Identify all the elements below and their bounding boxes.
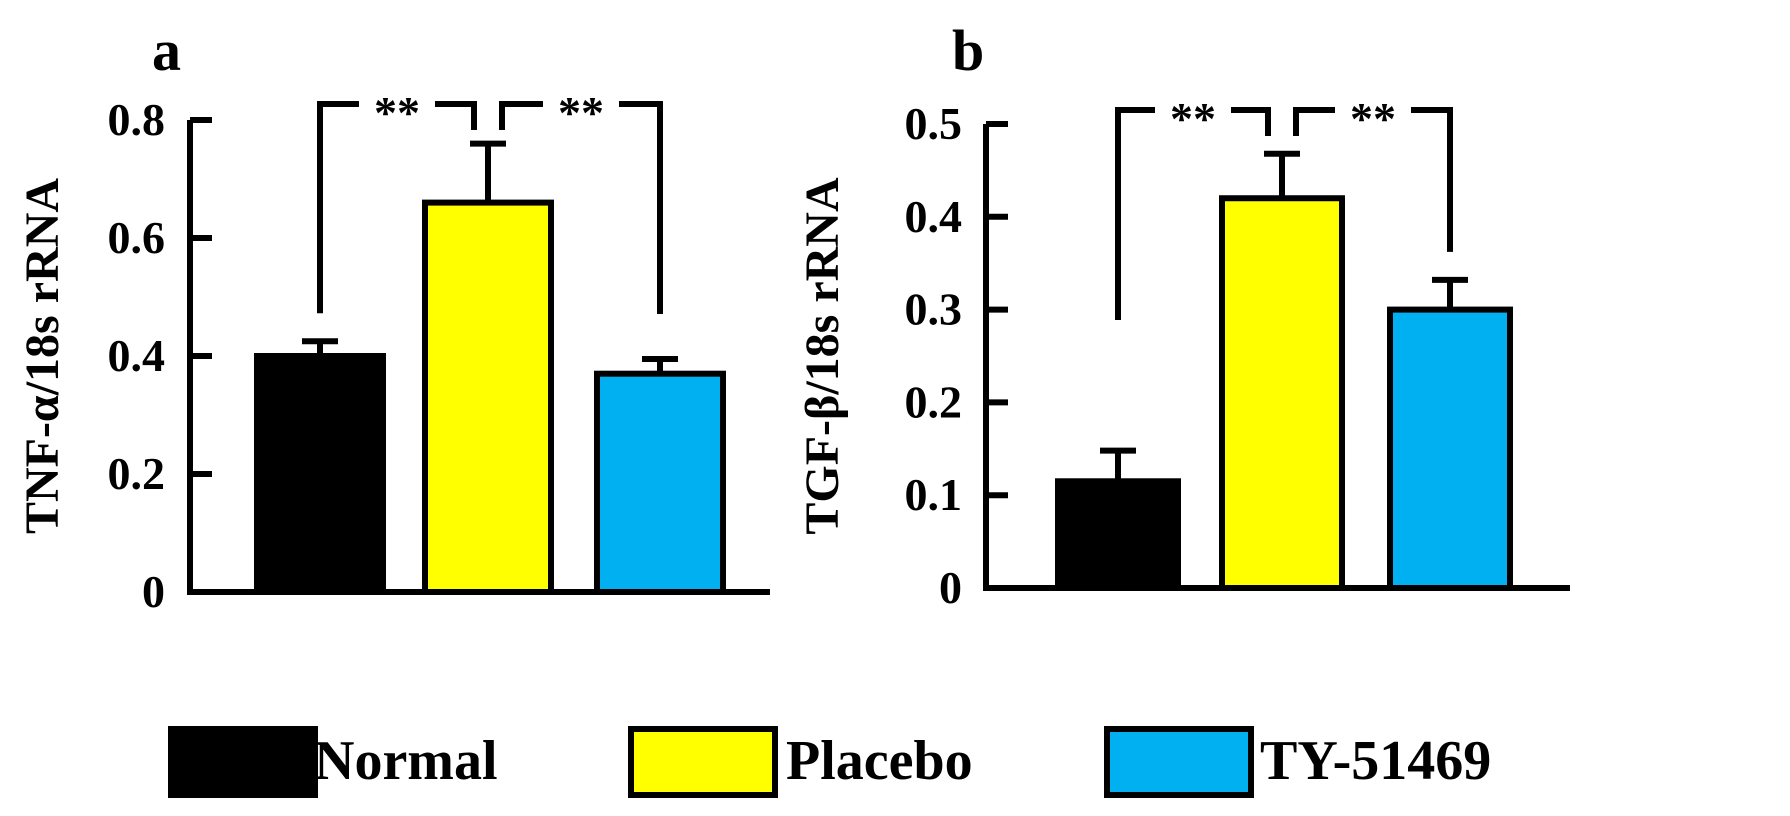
- panel-a-bar-normal: [254, 353, 386, 595]
- panel-b-sig-bracket-right-1: [1411, 107, 1453, 252]
- panel-a-sig-bracket-left-0: [317, 101, 359, 314]
- panel-letter-a: a: [152, 18, 181, 83]
- panel-b-y-tick-label: 0.5: [905, 98, 963, 149]
- panel-b-sig-bracket-left-1: [1293, 107, 1335, 136]
- legend-swatch-ty51469: [1104, 726, 1254, 798]
- panel-a-sig-bracket-left-1: [499, 101, 543, 130]
- panel-a-sig-label: **: [558, 87, 604, 138]
- panel-a-sig-label: **: [374, 87, 420, 138]
- panel-b-bar-placebo: [1219, 195, 1345, 592]
- panel-a-y-tick-label: 0.8: [108, 94, 166, 145]
- panel-a-y-axis-label: TNF-α/18s rRNA: [16, 178, 69, 534]
- legend: Normal Placebo TY-51469: [0, 720, 1790, 816]
- panel-a-sig-bracket-right-0: [435, 101, 477, 130]
- panel-a-y-tick-label: 0.2: [108, 448, 166, 499]
- panel-b-y-tick-label: 0.3: [905, 284, 963, 335]
- panel-b-sig-bracket-right-0: [1231, 107, 1271, 136]
- legend-label-placebo: Placebo: [786, 730, 973, 792]
- chart-b: 0 0.1 0.2 0.3 0.4 0.5 TGF-β/18s rRNA ** **: [796, 93, 1570, 613]
- panel-b-y-tick-label: 0: [939, 562, 962, 613]
- panel-b-bar-ty51469: [1387, 306, 1513, 591]
- panel-a-bar-ty51469: [594, 370, 726, 596]
- panel-a-bar-placebo: [422, 199, 554, 595]
- panel-a-y-tick-label: 0.4: [108, 330, 166, 381]
- panel-a-y-tick-label: 0: [142, 566, 165, 617]
- legend-label-normal: Normal: [314, 730, 498, 792]
- panel-b-sig-bracket-left-0: [1115, 107, 1155, 320]
- panel-b-sig-label: **: [1170, 93, 1216, 144]
- panel-b-y-tick-label: 0.2: [905, 376, 963, 427]
- panel-b-y-tick-label: 0.4: [905, 191, 963, 242]
- panel-b-y-axis-label: TGF-β/18s rRNA: [796, 177, 849, 535]
- panel-b-sig-label: **: [1350, 93, 1396, 144]
- panel-a-sig-bracket-right-1: [619, 101, 663, 314]
- panel-b-y-tick-label: 0.1: [905, 469, 963, 520]
- legend-swatch-normal: [168, 726, 318, 798]
- panel-a-y-tick-label: 0.6: [108, 212, 166, 263]
- chart-a: 0 0.2 0.4 0.6 0.8 TNF-α/18s rRNA ** **: [16, 87, 770, 617]
- panel-b-bar-normal: [1055, 478, 1181, 591]
- legend-label-ty51469: TY-51469: [1260, 730, 1492, 792]
- panel-letter-b: b: [952, 18, 985, 83]
- legend-swatch-placebo: [628, 726, 778, 798]
